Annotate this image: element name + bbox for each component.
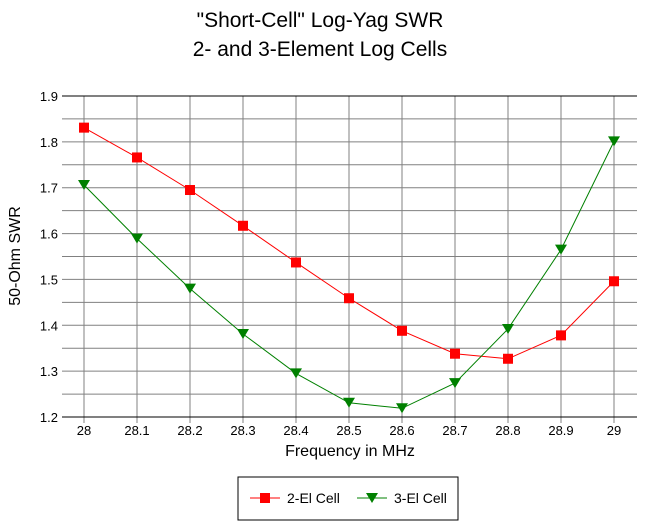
x-tick-label: 28.1	[124, 423, 149, 438]
data-point-triangle	[184, 283, 196, 294]
y-tick-label: 1.5	[40, 272, 58, 287]
legend-label-3el: 3-El Cell	[394, 490, 447, 506]
data-point-square	[79, 122, 89, 133]
x-tick-label: 28	[77, 423, 91, 438]
data-point-square	[238, 220, 248, 231]
data-point-triangle	[608, 136, 620, 147]
y-tick-label: 1.2	[40, 410, 58, 425]
data-point-square	[185, 185, 195, 196]
data-point-square	[397, 325, 407, 336]
data-point-square	[132, 152, 142, 163]
data-point-square	[503, 353, 513, 364]
y-tick-label: 1.4	[40, 318, 58, 333]
y-ticks: 1.2 1.3 1.4 1.5 1.6 1.7 1.8 1.9	[40, 89, 58, 425]
x-tick-label: 28.9	[548, 423, 573, 438]
data-point-square	[609, 276, 619, 287]
legend-marker-triangle	[366, 493, 378, 503]
y-tick-label: 1.3	[40, 364, 58, 379]
legend-marker-square	[260, 493, 270, 503]
x-tick-label: 28.5	[336, 423, 361, 438]
x-ticks: 28 28.1 28.2 28.3 28.4 28.5 28.6 28.7 28.8 28.9 29	[77, 423, 621, 438]
data-point-triangle	[131, 233, 143, 244]
x-tick-label: 28.7	[442, 423, 467, 438]
data-point-triangle	[237, 328, 249, 339]
data-point-triangle	[78, 179, 90, 190]
chart-title: "Short-Cell" Log-Yag SWR	[197, 9, 444, 32]
data-point-square	[344, 293, 354, 304]
x-tick-label: 29	[607, 423, 621, 438]
data-point-triangle	[396, 403, 408, 414]
legend-label-2el: 2-El Cell	[287, 490, 340, 506]
chart-subtitle: 2- and 3-Element Log Cells	[193, 38, 447, 61]
x-axis-label: Frequency in MHz	[285, 443, 415, 460]
y-tick-label: 1.6	[40, 227, 58, 242]
x-tick-label: 28.4	[283, 423, 308, 438]
x-tick-label: 28.2	[177, 423, 202, 438]
data-point-triangle	[449, 378, 461, 389]
series-2el	[79, 122, 619, 364]
y-tick-label: 1.8	[40, 135, 58, 150]
data-point-triangle	[502, 323, 514, 334]
x-tick-label: 28.3	[230, 423, 255, 438]
series-group	[78, 122, 620, 414]
y-axis-label: 50-Ohm SWR	[7, 206, 24, 306]
series-3el	[78, 136, 620, 414]
data-point-triangle	[290, 368, 302, 379]
y-tick-label: 1.9	[40, 89, 58, 104]
data-point-triangle	[343, 397, 355, 408]
legend: 2-El Cell 3-El Cell	[237, 476, 459, 521]
y-tick-label: 1.7	[40, 181, 58, 196]
x-tick-label: 28.6	[389, 423, 414, 438]
data-point-square	[450, 348, 460, 359]
data-point-square	[556, 330, 566, 341]
data-point-square	[291, 257, 301, 268]
x-tick-label: 28.8	[495, 423, 520, 438]
data-point-triangle	[555, 244, 567, 255]
